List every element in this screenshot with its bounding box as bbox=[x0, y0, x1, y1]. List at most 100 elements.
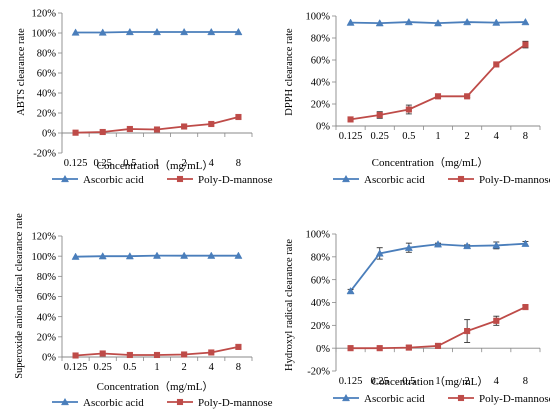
y-tick-label: -20% bbox=[33, 149, 56, 160]
legend-marker bbox=[60, 397, 70, 406]
data-point bbox=[208, 120, 215, 128]
data-point bbox=[153, 126, 161, 133]
data-point bbox=[521, 239, 530, 247]
data-point bbox=[208, 349, 215, 356]
x-tick-label: 0.125 bbox=[64, 158, 88, 169]
legend-marker bbox=[60, 174, 70, 183]
data-point bbox=[376, 345, 383, 352]
x-tick-label: 2 bbox=[465, 131, 470, 142]
legend-label: Poly-D-mannose bbox=[479, 393, 550, 405]
data-point bbox=[404, 243, 413, 251]
legend-label: Ascorbic acid bbox=[83, 174, 144, 186]
x-tick-label: 2 bbox=[182, 362, 187, 373]
data-point bbox=[207, 27, 216, 36]
data-point bbox=[72, 352, 79, 359]
chart-panel-4: -20% 0% 20% 40% 60% 80% 100% 0.125 0.25 0.5 1 2 4 8 Co… bbox=[284, 230, 550, 405]
data-point bbox=[72, 129, 79, 136]
data-point bbox=[235, 113, 242, 121]
data-point bbox=[71, 28, 80, 36]
data-point bbox=[492, 241, 501, 249]
data-point bbox=[99, 350, 106, 357]
x-tick-label: 0.5 bbox=[123, 362, 136, 373]
x-tick-label: 8 bbox=[523, 376, 528, 387]
data-point bbox=[405, 344, 412, 351]
data-point bbox=[347, 345, 354, 352]
data-point bbox=[346, 286, 355, 295]
x-tick-label: 8 bbox=[236, 158, 241, 169]
y-tick-label: 40% bbox=[37, 312, 57, 323]
x-tick-label: 4 bbox=[209, 158, 215, 169]
legend: Ascorbic acid Poly-D-mannose bbox=[52, 174, 273, 186]
x-tick-label: 0.5 bbox=[402, 131, 415, 142]
y-axis-title: ABTS clearance rate bbox=[16, 28, 27, 116]
legend-marker bbox=[176, 398, 184, 406]
x-tick-label: 0.25 bbox=[371, 376, 389, 387]
y-tick-label: 20% bbox=[37, 332, 57, 343]
series-ascorbic-acid bbox=[346, 17, 530, 27]
x-tick-label: 0.125 bbox=[64, 362, 88, 373]
y-tick-label: 20% bbox=[37, 109, 57, 120]
series-poly-d-mannose bbox=[347, 304, 529, 352]
y-tick-label: 60% bbox=[37, 69, 57, 80]
data-point bbox=[347, 116, 354, 123]
y-tick-label: 0% bbox=[316, 122, 330, 133]
y-axis-title: DPPH clearance rate bbox=[284, 28, 295, 116]
x-tick-label: 1 bbox=[154, 158, 159, 169]
data-point bbox=[126, 125, 133, 133]
data-point bbox=[152, 27, 162, 36]
data-point bbox=[181, 351, 188, 358]
series-line bbox=[349, 242, 526, 292]
x-tick-label: 0.5 bbox=[123, 158, 136, 169]
legend-label: Ascorbic acid bbox=[364, 174, 425, 186]
data-point bbox=[126, 351, 133, 359]
data-point bbox=[375, 249, 384, 257]
chart-panel-1: -20% 0% 20% 40% 60% 80% 100% 120% 0.125 0.25 0.5 1 2… bbox=[16, 9, 273, 186]
x-axis-title: Concentration（mg/mL） bbox=[372, 375, 489, 388]
legend-label: Ascorbic acid bbox=[83, 397, 144, 409]
y-tick-label: 100% bbox=[306, 12, 331, 23]
data-point bbox=[464, 93, 471, 100]
y-tick-label: 40% bbox=[311, 298, 331, 309]
y-tick-label: 20% bbox=[311, 321, 331, 332]
y-tick-label: 60% bbox=[311, 56, 331, 67]
x-tick-label: 8 bbox=[523, 131, 528, 142]
series-line bbox=[350, 43, 526, 121]
y-tick-label: 80% bbox=[311, 34, 331, 45]
data-point bbox=[433, 240, 443, 248]
x-tick-label: 1 bbox=[435, 131, 440, 142]
x-tick-label: 0.25 bbox=[371, 131, 389, 142]
x-tick-label: 2 bbox=[182, 158, 187, 169]
x-tick-label: 0.125 bbox=[339, 376, 363, 387]
y-tick-label: 120% bbox=[32, 9, 57, 20]
y-tick-label: 80% bbox=[311, 252, 331, 263]
data-point bbox=[463, 241, 472, 250]
x-tick-label: 4 bbox=[209, 362, 215, 373]
y-tick-label: 0% bbox=[42, 353, 56, 364]
x-axis-title: Concentration（mg/mL） bbox=[97, 159, 214, 172]
x-tick-label: 0.5 bbox=[402, 376, 415, 387]
y-tick-label: 60% bbox=[37, 292, 57, 303]
data-point bbox=[98, 28, 107, 36]
legend-marker bbox=[457, 175, 465, 183]
data-point bbox=[463, 17, 472, 26]
data-point bbox=[346, 18, 355, 26]
y-tick-label: 60% bbox=[311, 275, 331, 286]
data-point bbox=[404, 17, 413, 26]
legend-label: Poly-D-mannose bbox=[198, 174, 273, 186]
y-axis-title: Superoxide anion radical clearance rate bbox=[14, 213, 25, 379]
data-point bbox=[234, 251, 243, 259]
data-point bbox=[152, 251, 162, 259]
x-tick-label: 8 bbox=[236, 362, 241, 373]
x-tick-label: 1 bbox=[154, 362, 159, 373]
data-point bbox=[375, 19, 384, 27]
legend-marker bbox=[176, 175, 184, 183]
data-point bbox=[98, 252, 107, 260]
y-tick-label: 80% bbox=[37, 272, 57, 283]
legend: Ascorbic acid Poly-D-mannose bbox=[52, 397, 273, 409]
data-point bbox=[180, 27, 189, 36]
x-tick-label: 4 bbox=[494, 376, 500, 387]
legend-label: Poly-D-mannose bbox=[198, 397, 273, 409]
y-tick-label: 100% bbox=[32, 252, 57, 263]
series-poly-d-mannose bbox=[347, 40, 529, 123]
